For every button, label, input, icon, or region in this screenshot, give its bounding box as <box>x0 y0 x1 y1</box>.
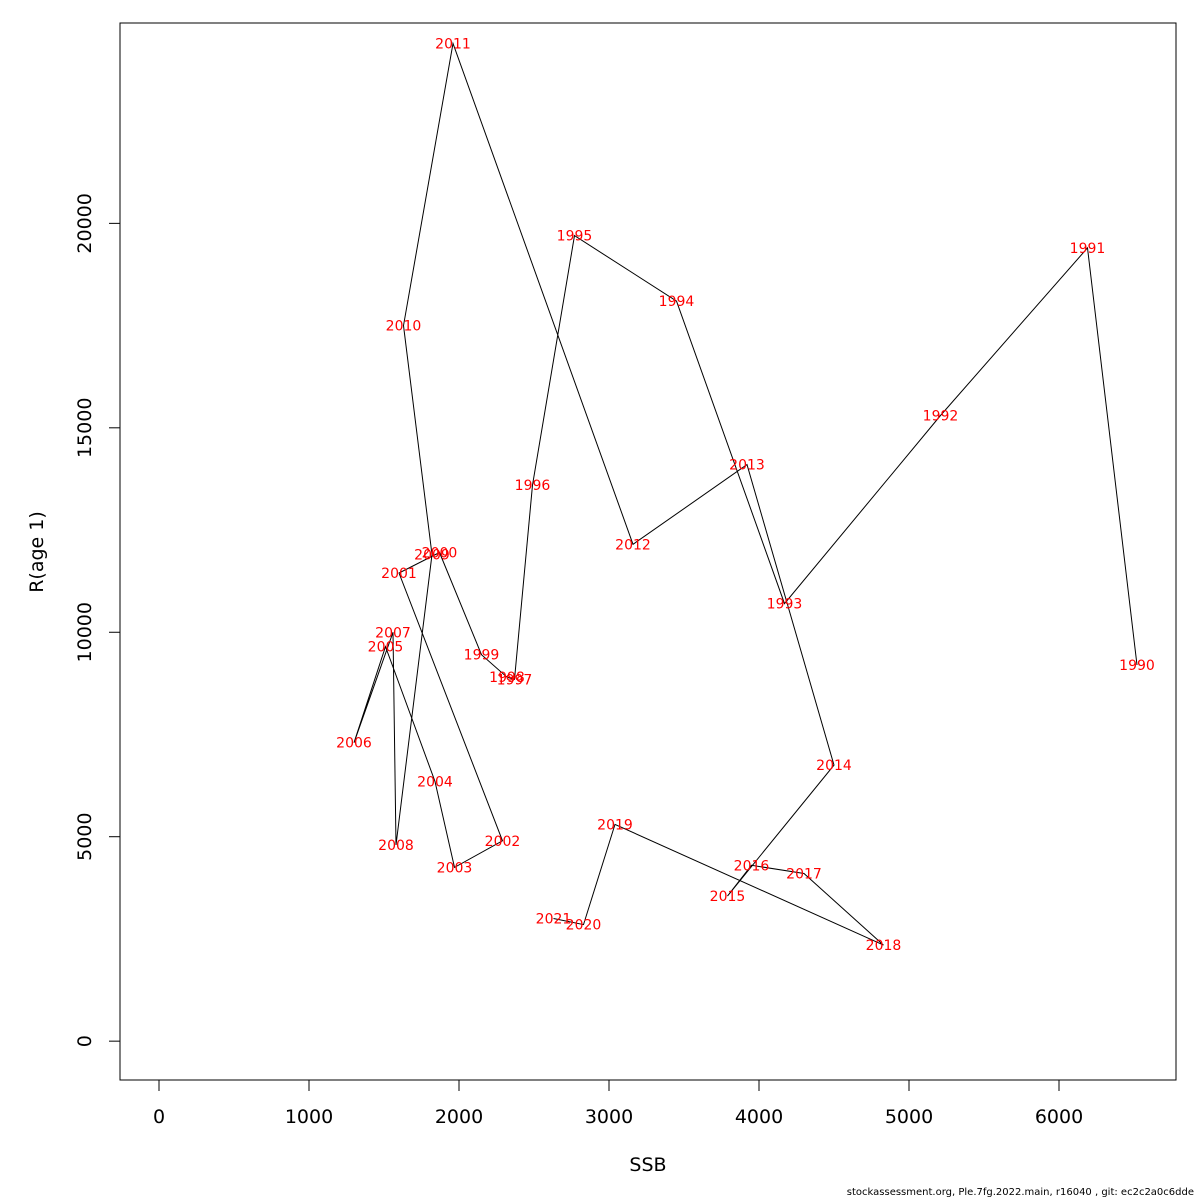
year-label: 1997 <box>497 672 533 688</box>
year-label: 2002 <box>485 834 521 850</box>
x-tick-label: 2000 <box>435 1106 483 1128</box>
y-tick-label: 0 <box>74 1035 96 1047</box>
year-label: 2003 <box>437 860 473 876</box>
series-path <box>353 41 1138 946</box>
series-line <box>353 41 1138 946</box>
y-axis: 0 5000 10000 15000 20000 <box>74 193 121 1047</box>
year-label: 2007 <box>375 625 411 641</box>
year-label: 2010 <box>386 319 422 335</box>
x-tick-label: 0 <box>153 1106 165 1128</box>
year-label: 2011 <box>435 36 471 52</box>
x-tick-label: 1000 <box>285 1106 333 1128</box>
x-axis: 0 1000 2000 3000 4000 5000 6000 <box>153 1079 1083 1128</box>
y-tick-label: 10000 <box>74 602 96 662</box>
y-axis-label: R(age 1) <box>26 511 48 593</box>
year-label: 2018 <box>866 938 902 954</box>
year-label: 2017 <box>786 867 822 883</box>
year-label: 1991 <box>1070 241 1106 257</box>
year-label: 2000 <box>422 546 458 562</box>
year-label: 2016 <box>734 858 770 874</box>
year-label: 2009 <box>414 548 450 564</box>
y-tick-label: 15000 <box>74 398 96 458</box>
year-label: 2019 <box>597 817 633 833</box>
year-label: 1993 <box>767 597 803 613</box>
y-tick-label: 20000 <box>74 193 96 253</box>
footer-credit: stockassessment.org, Ple.7fg.2022.main, … <box>846 1187 1194 1198</box>
y-tick-label: 5000 <box>74 813 96 861</box>
year-label: 2008 <box>378 838 414 854</box>
x-tick-label: 4000 <box>735 1106 783 1128</box>
x-tick-label: 3000 <box>585 1106 633 1128</box>
x-tick-label: 6000 <box>1035 1106 1083 1128</box>
year-label: 1994 <box>659 294 695 310</box>
x-tick-label: 5000 <box>885 1106 933 1128</box>
year-label: 2021 <box>536 911 572 927</box>
year-label: 1998 <box>489 670 525 686</box>
year-label: 2001 <box>381 566 417 582</box>
year-label: 2005 <box>368 640 404 656</box>
year-label: 1992 <box>923 409 959 425</box>
year-label: 2020 <box>566 918 602 934</box>
year-label: 2014 <box>816 758 852 774</box>
year-label: 1990 <box>1119 658 1155 674</box>
year-label: 2013 <box>729 458 765 474</box>
year-label: 2004 <box>417 775 453 791</box>
year-label: 2015 <box>710 889 746 905</box>
year-label: 1995 <box>557 229 593 245</box>
x-axis-label: SSB <box>629 1154 666 1176</box>
year-label: 2012 <box>615 537 651 553</box>
year-label: 1996 <box>515 478 551 494</box>
year-label: 1999 <box>464 648 500 664</box>
year-label: 2006 <box>336 736 372 752</box>
